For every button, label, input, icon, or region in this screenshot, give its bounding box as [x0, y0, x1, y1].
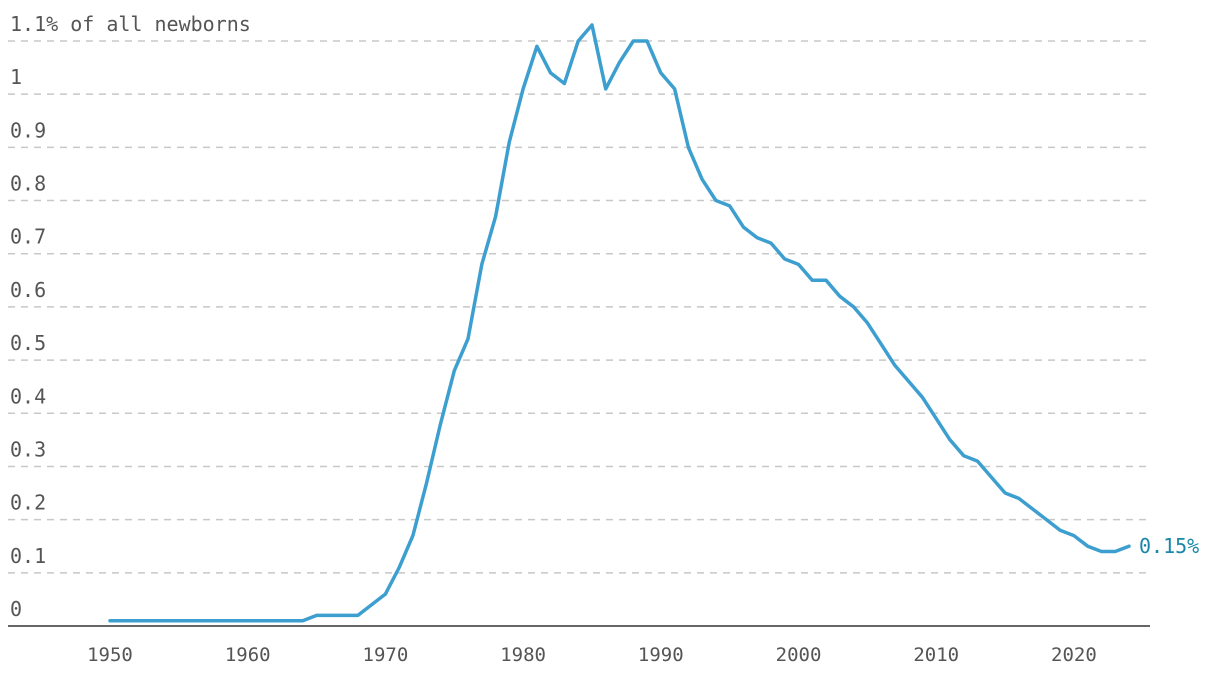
y-tick-label-0: 0 — [10, 597, 22, 621]
x-tick-label-4: 1990 — [638, 644, 684, 666]
series-layer — [108, 23, 1131, 623]
y-tick-label-2: 0.2 — [10, 491, 46, 515]
y-axis-tick-labels: 0 0.1 0.2 0.3 0.4 0.5 0.6 0.7 0.8 0.9 1 1.1% of all… — [10, 12, 251, 621]
series-line-0 — [108, 23, 1131, 623]
y-tick-label-9: 0.9 — [10, 118, 46, 142]
x-tick-label-1: 1960 — [225, 644, 271, 666]
x-tick-label-5: 2000 — [776, 644, 822, 666]
y-tick-label-7: 0.7 — [10, 225, 46, 249]
y-tick-label-6: 0.6 — [10, 278, 46, 302]
x-tick-label-2: 1970 — [363, 644, 409, 666]
y-tick-label-10: 1 — [10, 65, 22, 89]
x-tick-label-3: 1980 — [500, 644, 546, 666]
x-axis-tick-labels: 1950 1960 1970 1980 1990 2000 2010 2020 — [87, 644, 1097, 666]
y-tick-label-4: 0.4 — [10, 384, 46, 408]
end-value-label: 0.15% — [1139, 534, 1199, 558]
x-tick-label-7: 2020 — [1051, 644, 1097, 666]
y-tick-label-1: 0.1 — [10, 544, 46, 568]
y-tick-label-5: 0.5 — [10, 331, 46, 355]
y-tick-label-3: 0.3 — [10, 437, 46, 461]
gridlines — [8, 40, 1150, 574]
y-tick-label-11: 1.1% of all newborns — [10, 12, 251, 36]
x-tick-label-0: 1950 — [87, 644, 133, 666]
x-tick-label-6: 2010 — [913, 644, 959, 666]
y-tick-label-8: 0.8 — [10, 172, 46, 196]
